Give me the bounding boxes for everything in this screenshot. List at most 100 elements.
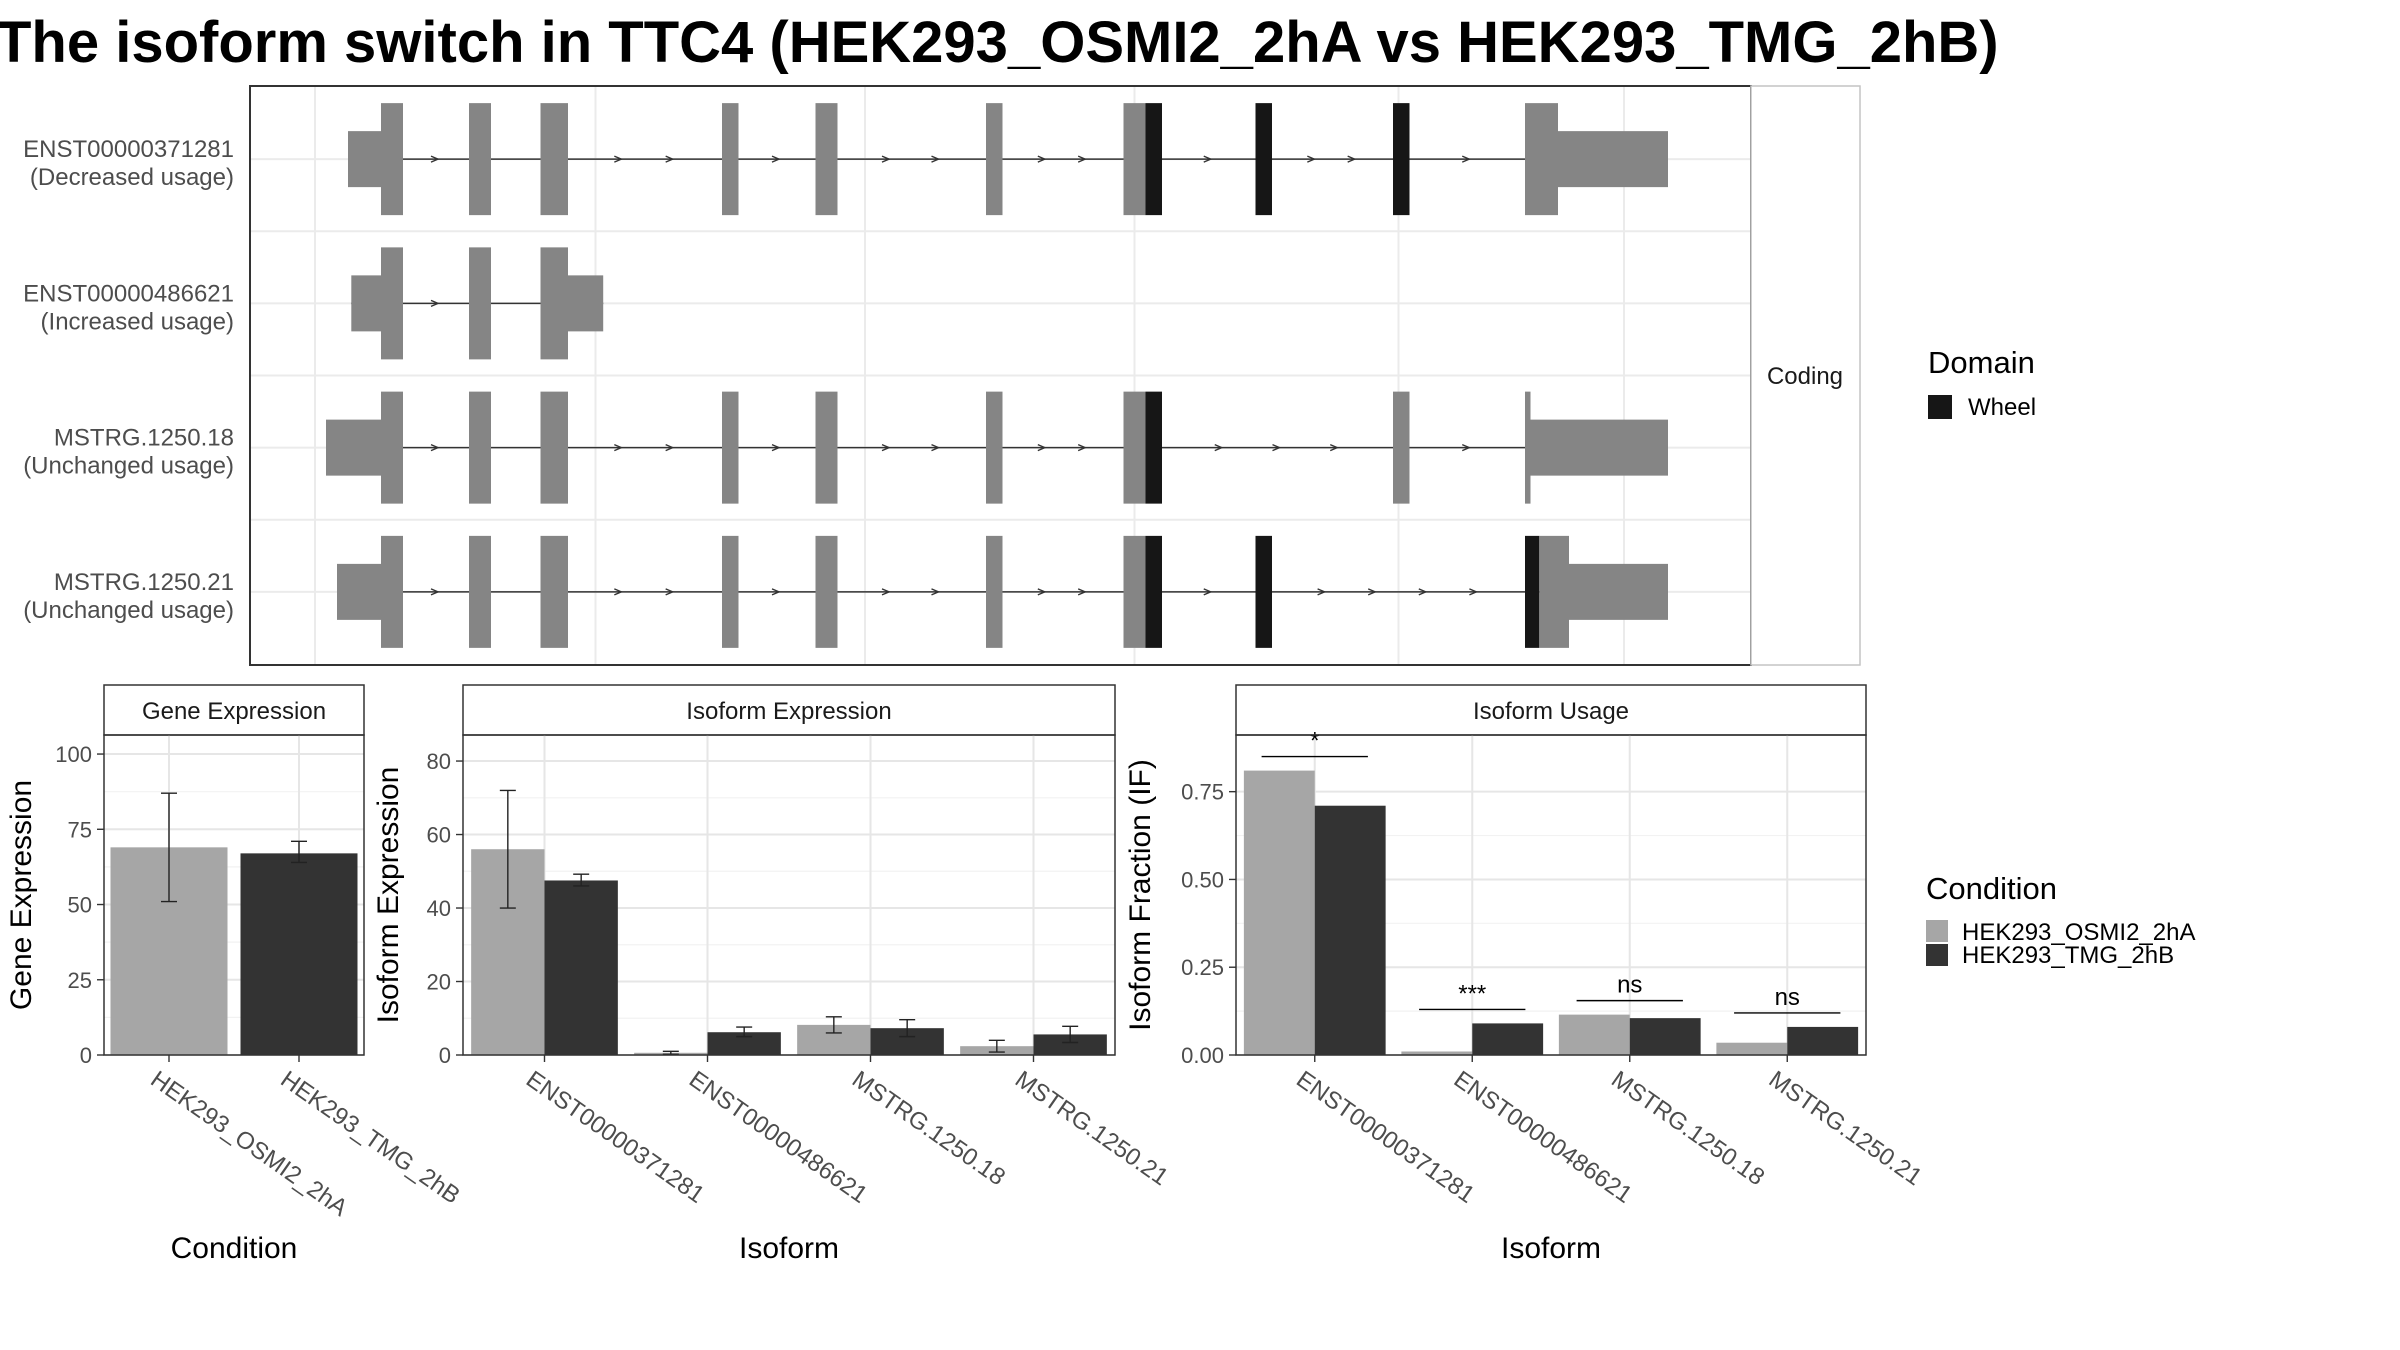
error-bar — [736, 1026, 753, 1038]
significance-label: * — [1310, 728, 1319, 755]
facet-label-coding: Coding — [1767, 363, 1843, 390]
intron-arrow — [1214, 443, 1224, 452]
exon-block — [1123, 391, 1146, 504]
panel-strip-title: Isoform Expression — [686, 698, 891, 725]
error-bar — [291, 840, 307, 864]
intron-arrow — [1461, 443, 1472, 452]
transcript-usage-label: (Increased usage) — [41, 308, 234, 335]
panel-frame — [462, 734, 1116, 1056]
panel-frame — [1235, 734, 1867, 1056]
y-tick-label: 0.25 — [1181, 955, 1224, 980]
intron-arrow — [931, 588, 941, 596]
bar — [1787, 1026, 1859, 1055]
domain-exon — [1255, 535, 1272, 648]
exon-block — [1539, 535, 1569, 648]
x-axis-title: Isoform — [739, 1232, 839, 1265]
exon-block — [1525, 391, 1531, 504]
exon-block — [1393, 391, 1410, 504]
transcript-usage-label: (Unchanged usage) — [23, 597, 234, 624]
intron-arrow — [881, 443, 891, 452]
exon-block — [337, 563, 381, 620]
y-tick-label: 50 — [68, 893, 92, 918]
panel-strip — [462, 684, 1116, 736]
exon-block — [540, 391, 568, 504]
exon-block — [722, 391, 739, 504]
significance-label: ns — [1617, 972, 1642, 999]
intron-arrow — [881, 155, 891, 163]
y-axis-title: Isoform Fraction (IF) — [1124, 759, 1157, 1031]
x-axis-title: Isoform — [1501, 1232, 1601, 1265]
condition-legend-swatch-b — [1926, 944, 1948, 966]
intron-arrow — [430, 299, 440, 308]
intron-arrow — [1329, 443, 1340, 452]
intron-arrow — [1272, 443, 1282, 452]
domain-legend-title: Domain — [1928, 345, 2035, 380]
bar — [240, 853, 358, 1055]
intron-arrow — [1418, 588, 1428, 596]
error-bar — [161, 792, 177, 903]
intron-arrow — [1317, 588, 1327, 596]
error-bar — [899, 1019, 916, 1038]
x-tick-label: MSTRG.1250.18 — [847, 1066, 1010, 1191]
y-tick-label: 0 — [439, 1043, 451, 1068]
panel-strip-title: Gene Expression — [142, 698, 326, 725]
bar — [1558, 1014, 1630, 1055]
error-bar — [1062, 1025, 1079, 1044]
domain-exon — [1145, 103, 1162, 216]
domain-exon — [1393, 103, 1410, 216]
exon-block — [540, 247, 568, 360]
intron-arrow — [614, 588, 624, 596]
intron-arrow — [1077, 443, 1087, 452]
x-tick-label: MSTRG.1250.21 — [1010, 1066, 1173, 1191]
intron-arrow — [1203, 155, 1213, 163]
exon-block — [815, 535, 838, 648]
y-tick-label: 20 — [427, 970, 451, 995]
x-tick-label: MSTRG.1250.18 — [1606, 1066, 1769, 1191]
error-bar — [988, 1039, 1005, 1053]
intron-arrow — [771, 155, 781, 163]
intron-arrow — [430, 155, 440, 163]
domain-exon — [1525, 535, 1540, 648]
y-tick-label: 100 — [55, 742, 92, 767]
error-bar — [499, 789, 516, 909]
exon-block — [1530, 419, 1668, 476]
significance-label: ns — [1775, 984, 1800, 1011]
exon-block — [381, 103, 403, 216]
exon-block — [326, 419, 381, 476]
y-tick-label: 25 — [68, 968, 92, 993]
intron-arrow — [1347, 155, 1357, 163]
domain-exon — [1255, 103, 1272, 216]
bar — [1716, 1042, 1788, 1055]
intron-arrow — [1037, 155, 1047, 163]
y-tick-label: 60 — [427, 823, 451, 848]
exon-block — [1525, 103, 1558, 216]
exon-block — [469, 103, 491, 216]
domain-legend-swatch — [1928, 395, 1952, 419]
transcript-usage-label: (Unchanged usage) — [23, 453, 234, 480]
intron-arrow — [614, 155, 624, 163]
exon-block — [469, 247, 491, 360]
y-tick-label: 0.75 — [1181, 780, 1224, 805]
panel-strip — [103, 684, 365, 736]
exon-block — [722, 103, 739, 216]
intron-arrow — [1461, 155, 1472, 163]
exon-block — [1123, 103, 1146, 216]
bar — [707, 1032, 781, 1055]
intron-arrow — [665, 443, 675, 452]
domain-legend-label: Wheel — [1968, 394, 2036, 421]
bar — [1314, 805, 1386, 1055]
transcript-id-label: ENST00000371281 — [23, 136, 234, 163]
transcript-id-label: MSTRG.1250.18 — [54, 425, 234, 452]
intron-arrow — [1367, 588, 1377, 596]
chart-title: The isoform switch in TTC4 (HEK293_OSMI2… — [0, 10, 1999, 75]
error-bar — [825, 1016, 842, 1034]
domain-exon — [1145, 391, 1162, 504]
exon-block — [815, 103, 838, 216]
y-tick-label: 75 — [68, 817, 92, 842]
domain-exon — [1145, 535, 1162, 648]
exon-block — [722, 535, 739, 648]
intron-arrow — [665, 588, 675, 596]
intron-arrow — [1077, 588, 1087, 596]
exon-block — [986, 391, 1003, 504]
